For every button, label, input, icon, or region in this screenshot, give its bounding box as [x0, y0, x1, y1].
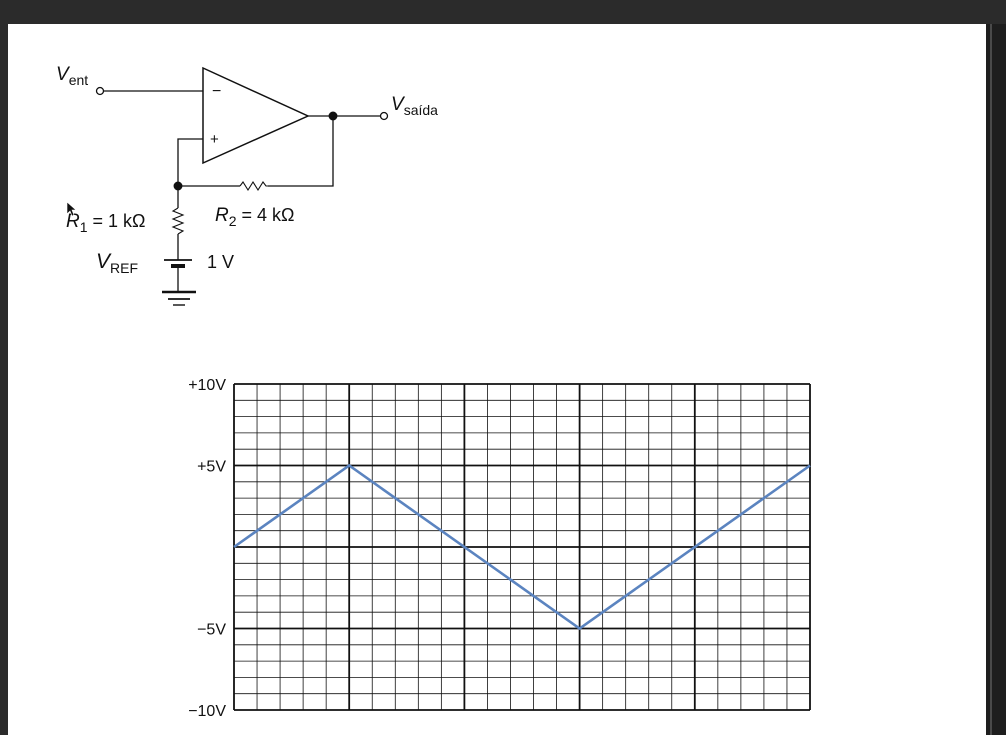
op-amp-symbol [202, 66, 310, 165]
plus-sign: + [210, 131, 219, 148]
vin-main: V [56, 64, 71, 85]
r2-subscript: 2 [229, 213, 237, 229]
vref-label: VREF [96, 250, 138, 276]
r2-resistor [239, 180, 268, 192]
slide-content: − + Vent Vsaída R1 = 1 kΩ R2 = 4 kΩ VREF… [8, 24, 986, 735]
battery-value-label: 1 V [207, 252, 234, 272]
r1-symbol: R [66, 211, 80, 232]
vref-main: V [96, 250, 112, 273]
minus-sign: − [212, 83, 221, 100]
top-bar [0, 0, 1006, 24]
comparator-circuit [95, 66, 389, 306]
vin-label: Vent [56, 64, 88, 88]
vout-sub: saída [404, 102, 438, 118]
r1-subscript: 1 [80, 219, 88, 235]
feedback-wire-right [268, 116, 334, 187]
r1-resistor [171, 207, 185, 235]
vout-label: Vsaída [391, 94, 438, 118]
vout-main: V [391, 94, 406, 115]
triangle-wave-line [233, 463, 811, 631]
waveform-chart: +10V +5V −5V −10V [188, 377, 811, 720]
y-tick-label: +5V [197, 459, 226, 476]
vref-sub: REF [110, 260, 138, 276]
r2-label: R2 = 4 kΩ [215, 205, 295, 229]
vin-terminal [95, 86, 105, 96]
series-group [233, 463, 811, 631]
y-tick-label: +10V [188, 377, 226, 394]
vout-terminal [379, 111, 389, 121]
y-tick-label: −5V [197, 622, 226, 639]
figure-svg: − + Vent Vsaída R1 = 1 kΩ R2 = 4 kΩ VREF… [56, 64, 811, 720]
vin-sub: ent [69, 72, 89, 88]
mouse-cursor-icon [66, 201, 77, 217]
y-tick-label: −10V [188, 703, 226, 720]
r1-value: = 1 kΩ [88, 211, 146, 231]
r2-symbol: R [215, 205, 229, 226]
noninv-wire [177, 138, 203, 186]
right-edge [986, 24, 1006, 735]
r1-label: R1 = 1 kΩ [66, 211, 146, 235]
right-edge-line [990, 24, 992, 735]
r2-value: = 4 kΩ [237, 205, 295, 225]
y-axis-ticks: +10V +5V −5V −10V [188, 377, 226, 720]
